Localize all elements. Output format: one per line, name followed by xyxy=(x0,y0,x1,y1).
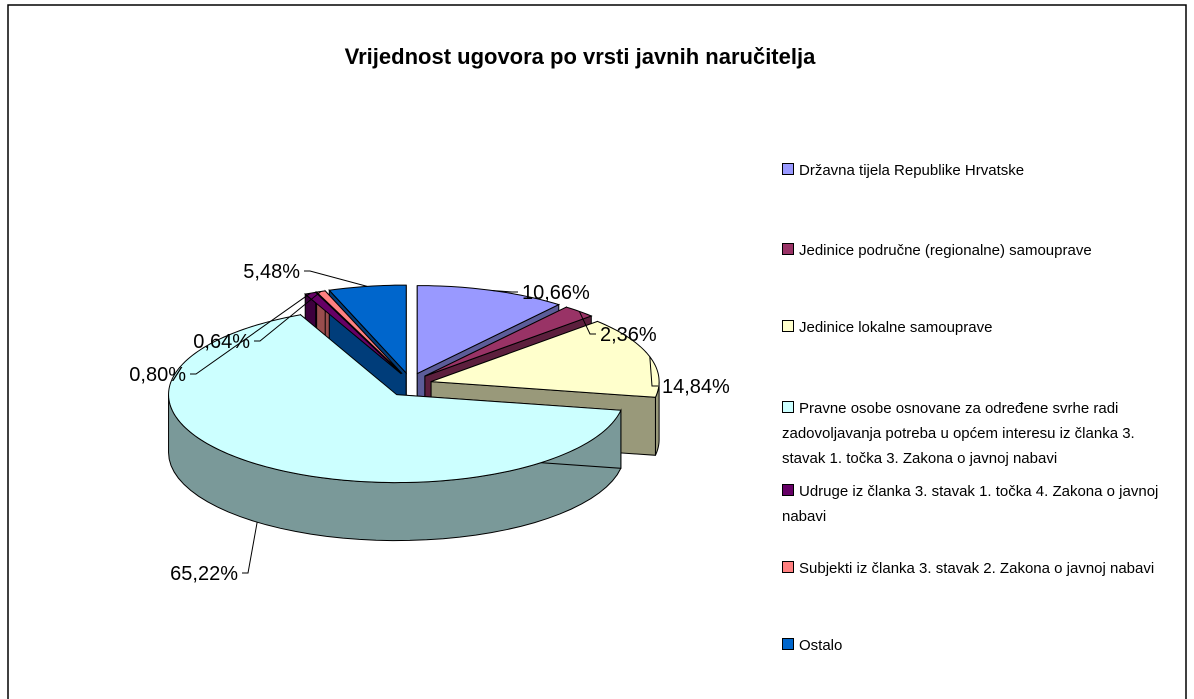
leader-line xyxy=(190,292,311,375)
data-label: 2,36% xyxy=(600,324,657,346)
data-label: 0,80% xyxy=(129,364,186,386)
legend-swatch xyxy=(782,484,794,496)
legend-label: Pravne osobe osnovane za određene svrhe … xyxy=(782,400,1135,467)
data-label: 0,64% xyxy=(193,331,250,353)
data-label: 10,66% xyxy=(522,282,590,304)
legend-label: Udruge iz članka 3. stavak 1. točka 4. Z… xyxy=(782,483,1159,525)
leader-line xyxy=(649,356,658,387)
slice xyxy=(304,291,402,375)
legend-swatch xyxy=(782,401,794,413)
slice xyxy=(416,285,561,375)
pie-tops xyxy=(168,284,660,484)
leader-line xyxy=(492,289,518,293)
legend-label: Jedinice područne (regionalne) samouprav… xyxy=(799,242,1092,259)
leader-line xyxy=(304,270,368,287)
leader-line xyxy=(254,291,322,342)
legend-item: Udruge iz članka 3. stavak 1. točka 4. Z… xyxy=(782,479,1182,529)
legend-swatch xyxy=(782,163,794,175)
slice xyxy=(168,314,622,484)
legend-item: Državna tijela Republike Hrvatske xyxy=(782,158,1182,183)
legend-swatch xyxy=(782,243,794,255)
legend-label: Jedinice lokalne samouprave xyxy=(799,319,993,336)
legend-item: Pravne osobe osnovane za određene svrhe … xyxy=(782,396,1182,471)
legend-item: Ostalo xyxy=(782,633,1182,658)
legend-swatch xyxy=(782,320,794,332)
legend-label: Ostalo xyxy=(799,637,843,654)
leader-line xyxy=(578,311,596,335)
data-label: 5,48% xyxy=(243,261,300,283)
data-label: 14,84% xyxy=(662,376,730,398)
slice xyxy=(424,306,593,377)
legend-item: Subjekti iz članka 3. stavak 2. Zakona o… xyxy=(782,556,1182,581)
legend-swatch xyxy=(782,561,794,573)
legend-label: Subjekti iz članka 3. stavak 2. Zakona o… xyxy=(799,560,1155,577)
legend-item: Jedinice područne (regionalne) samouprav… xyxy=(782,238,1182,263)
legend-item: Jedinice lokalne samouprave xyxy=(782,315,1182,340)
leader-line xyxy=(242,522,258,574)
legend-label: Državna tijela Republike Hrvatske xyxy=(799,162,1025,179)
data-label: 65,22% xyxy=(170,563,238,585)
legend-swatch xyxy=(782,638,794,650)
chart-title: Vrijednost ugovora po vrsti javnih naruč… xyxy=(345,44,816,69)
